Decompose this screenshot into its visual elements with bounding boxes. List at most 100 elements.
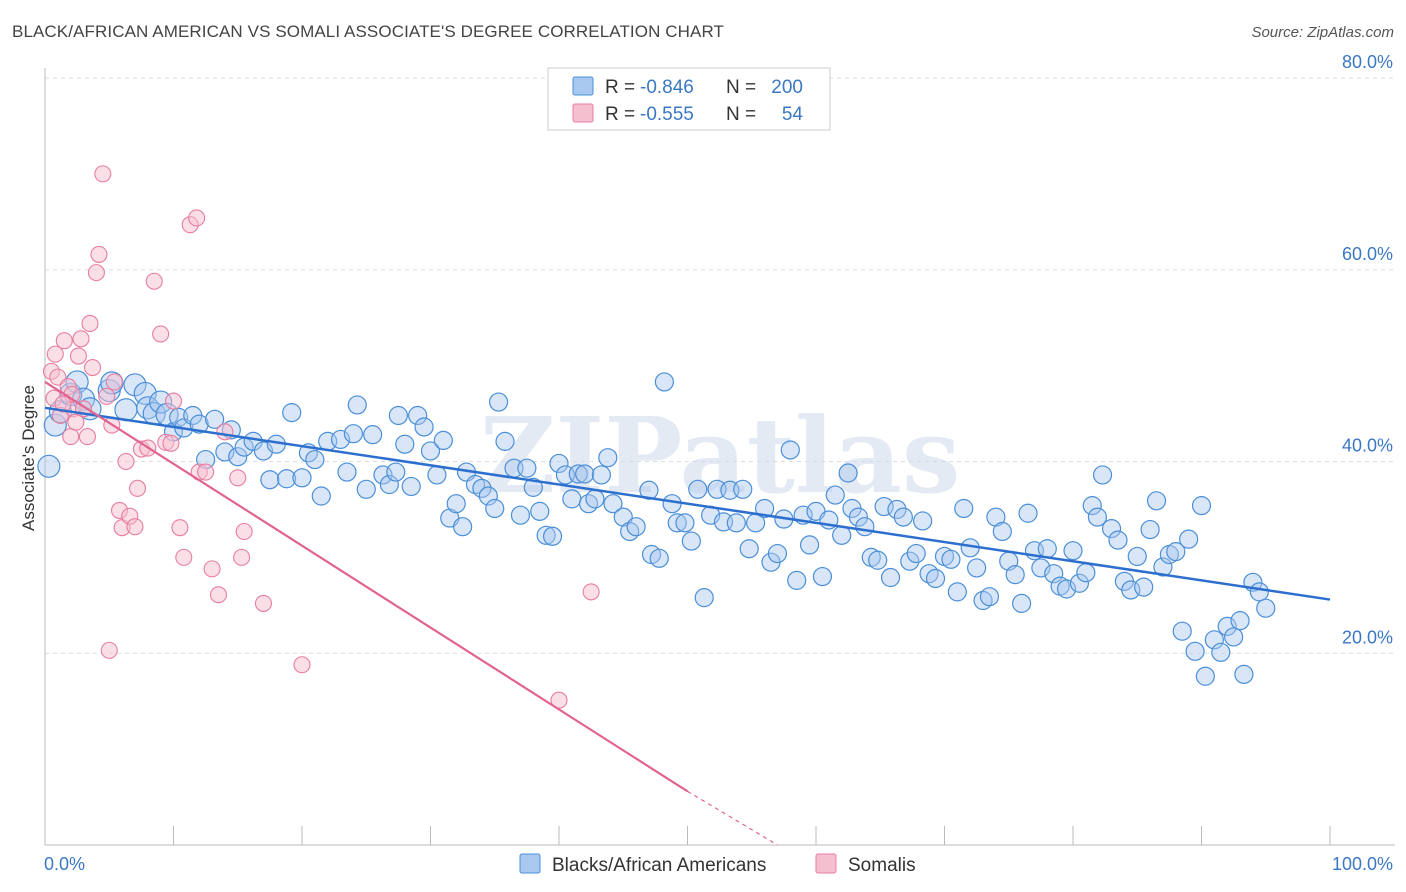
data-point-blacks xyxy=(694,588,714,608)
data-point-somalis xyxy=(209,586,228,604)
legend-swatch-blue xyxy=(572,76,594,96)
data-point-blacks xyxy=(887,499,907,520)
data-point-somalis xyxy=(90,245,108,263)
data-point-somalis xyxy=(69,347,87,365)
source-label: Source: ZipAtlas.com xyxy=(1251,24,1394,41)
tick-labels: 20.0% 40.0% 60.0% 80.0% 0.0% 100.0% xyxy=(44,52,1393,874)
data-point-blacks xyxy=(799,535,820,555)
legend-r-label-1: R = xyxy=(605,77,635,98)
data-point-blacks xyxy=(453,517,473,537)
legend-box xyxy=(547,67,831,131)
bottom-legend: Blacks/African Americans Somalis xyxy=(519,853,916,876)
data-point-somalis xyxy=(67,413,85,431)
data-point-blacks xyxy=(1249,582,1269,602)
data-point-blacks xyxy=(838,463,858,483)
data-point-blacks xyxy=(1230,611,1250,631)
data-point-blacks xyxy=(379,474,399,495)
data-point-blacks xyxy=(649,548,669,568)
data-point-blacks xyxy=(386,462,406,482)
data-point-blacks xyxy=(1204,630,1224,650)
data-point-blacks xyxy=(1108,530,1128,550)
data-point-blacks xyxy=(603,494,623,514)
data-point-blacks xyxy=(925,568,946,589)
data-point-blacks xyxy=(1179,529,1199,549)
data-point-blacks xyxy=(205,409,225,429)
trend-line-somalis-extension xyxy=(687,790,778,846)
y-tick-label: 60.0% xyxy=(1342,244,1393,264)
data-point-somalis xyxy=(171,519,189,537)
data-point-blacks xyxy=(282,403,302,423)
data-point-somalis xyxy=(126,518,144,536)
data-point-blacks xyxy=(1127,546,1147,567)
data-point-somalis xyxy=(203,560,221,578)
data-point-blacks xyxy=(530,501,550,521)
trend-line-somalis xyxy=(44,380,689,793)
data-point-blacks xyxy=(1101,519,1122,539)
data-point-blacks xyxy=(880,567,901,588)
data-point-blacks xyxy=(733,479,753,499)
bottom-legend-swatch-blue xyxy=(519,853,541,874)
y-tick-label: 80.0% xyxy=(1342,52,1393,72)
data-point-somalis xyxy=(117,452,135,471)
chart-title: BLACK/AFRICAN AMERICAN VS SOMALI ASSOCIA… xyxy=(12,22,725,41)
data-point-somalis xyxy=(145,272,163,290)
data-point-blacks xyxy=(667,513,687,533)
data-point-blacks xyxy=(913,511,933,531)
data-point-blacks xyxy=(1172,621,1192,641)
data-point-blacks xyxy=(510,505,531,525)
data-point-somalis xyxy=(233,548,251,566)
data-point-blacks xyxy=(1256,598,1276,618)
data-point-blacks xyxy=(992,521,1012,542)
watermark: ZIPatlas xyxy=(480,394,961,517)
data-point-somalis xyxy=(87,264,105,282)
legend-swatch-pink xyxy=(572,103,594,123)
data-point-somalis xyxy=(152,325,170,343)
data-point-blacks xyxy=(787,570,807,590)
data-point-blacks xyxy=(739,539,759,559)
data-point-blacks xyxy=(337,462,357,482)
data-point-somalis xyxy=(105,373,123,391)
data-point-blacks xyxy=(495,431,515,451)
legend-n-label-1: N = xyxy=(726,77,756,98)
data-point-somalis xyxy=(254,594,273,612)
data-point-blacks xyxy=(1224,627,1244,647)
data-point-blacks xyxy=(688,479,708,499)
data-point-blacks xyxy=(1166,542,1186,562)
data-point-blacks xyxy=(517,458,537,478)
trend-lines xyxy=(44,380,1331,846)
data-point-blacks xyxy=(1140,519,1160,540)
data-point-blacks xyxy=(754,498,775,519)
data-point-blacks xyxy=(1082,496,1102,516)
y-tick-label: 20.0% xyxy=(1342,627,1393,647)
y-tick-label: 40.0% xyxy=(1342,436,1393,456)
data-point-blacks xyxy=(906,543,926,564)
data-point-somalis xyxy=(98,387,116,405)
data-point-blacks xyxy=(855,517,875,537)
data-point-blacks xyxy=(626,517,646,537)
data-point-blacks xyxy=(388,405,408,426)
data-point-somalis xyxy=(197,463,215,481)
data-point-blacks xyxy=(591,465,612,485)
data-point-blacks xyxy=(613,507,633,527)
data-point-blacks xyxy=(1087,507,1108,527)
data-point-blacks xyxy=(1234,664,1254,684)
data-point-blacks xyxy=(1037,539,1057,559)
data-point-blacks xyxy=(1069,573,1090,593)
data-point-blacks xyxy=(681,531,701,551)
data-point-blacks xyxy=(598,448,618,468)
data-point-blacks xyxy=(1195,666,1215,686)
data-point-somalis xyxy=(46,345,64,363)
data-point-somalis xyxy=(235,522,253,541)
data-point-blacks xyxy=(114,398,138,422)
grid-lines xyxy=(45,77,1395,654)
data-point-somalis xyxy=(83,358,102,377)
data-point-blacks xyxy=(1211,642,1231,662)
data-point-blacks xyxy=(427,465,447,485)
data-point-somalis xyxy=(62,428,80,446)
data-point-blacks xyxy=(1146,491,1167,511)
data-point-blacks xyxy=(675,513,695,533)
data-point-blacks xyxy=(1134,577,1154,597)
data-point-blacks xyxy=(133,381,157,406)
data-point-blacks xyxy=(575,464,595,484)
series-somalis-points xyxy=(42,165,600,709)
